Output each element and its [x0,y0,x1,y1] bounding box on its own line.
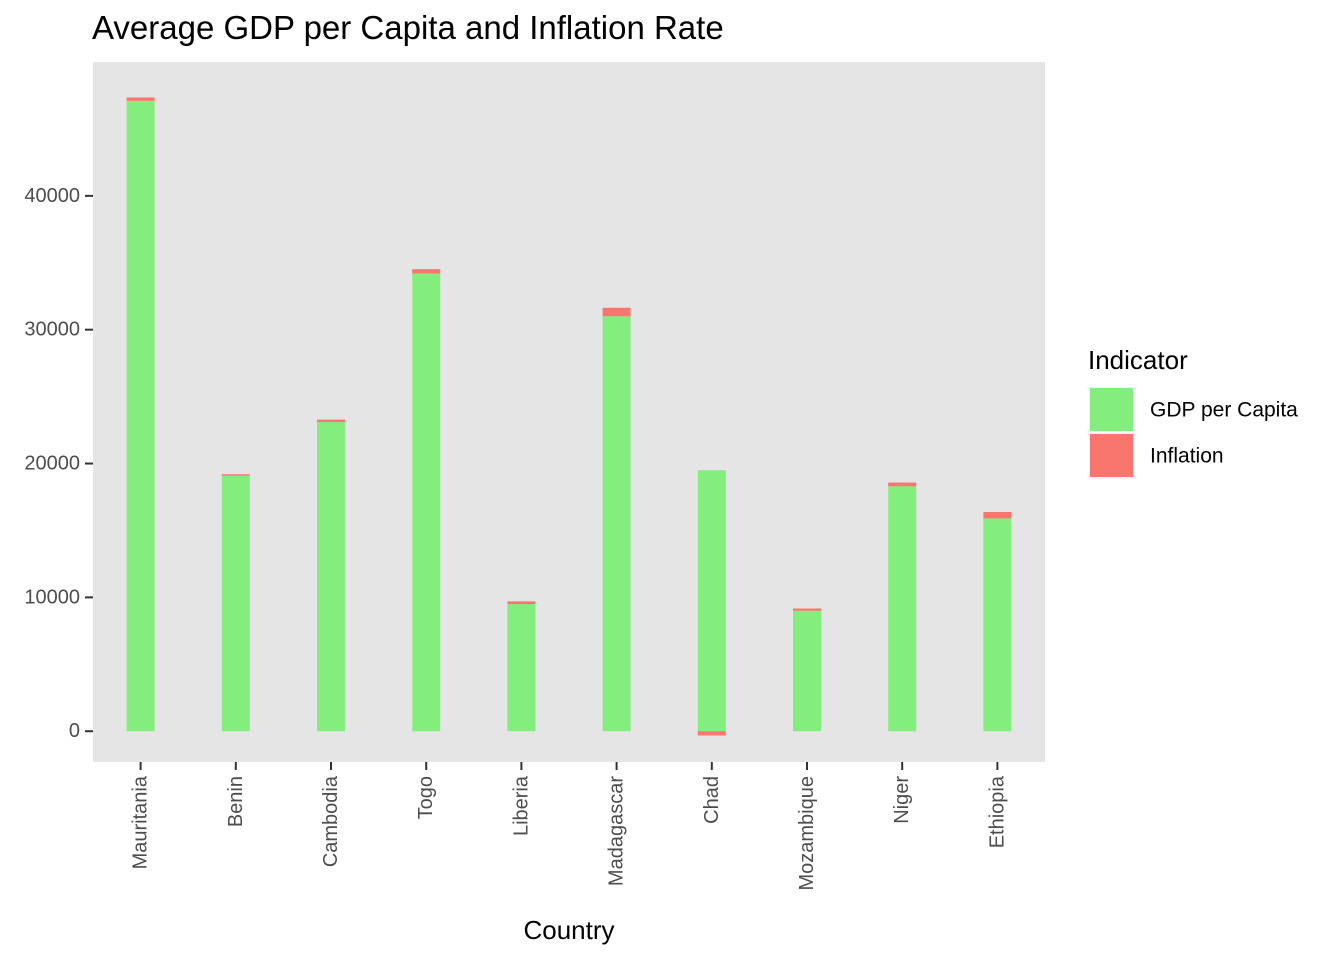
legend-swatch [1090,388,1133,431]
bar-chad-inflation [697,731,726,736]
y-tick-label: 10000 [24,586,80,608]
bar-madagascar-gdp-per-capita [602,316,631,732]
bar-mauritania-gdp-per-capita [126,100,155,732]
x-tick-label: Togo [415,776,437,819]
legend-swatch [1090,434,1133,477]
bar-niger-gdp-per-capita [888,486,917,732]
bar-liberia-gdp-per-capita [507,604,536,732]
bar-liberia-inflation [507,601,536,605]
x-tick-label: Madagascar [606,776,628,886]
legend-title: Indicator [1088,345,1188,375]
bar-togo-inflation [412,269,441,274]
bar-ethiopia-inflation [983,511,1012,519]
bar-chad-gdp-per-capita [697,470,726,732]
x-tick-label: Niger [891,776,913,824]
y-tick-label: 20000 [24,453,80,475]
bar-benin-inflation [221,474,250,476]
bar-ethiopia-gdp-per-capita [983,518,1012,732]
bar-cambodia-inflation [317,419,345,423]
x-tick-label: Ethiopia [986,775,1008,848]
bar-togo-gdp-per-capita [412,273,441,732]
x-tick-label: Cambodia [320,775,342,867]
bars-layer [126,97,1012,736]
y-tick-label: 40000 [24,185,80,207]
bar-mozambique-inflation [793,608,821,611]
x-tick-label: Liberia [510,775,532,836]
x-tick-label: Chad [701,776,723,824]
chart-title: Average GDP per Capita and Inflation Rat… [92,9,724,46]
x-tick-label: Mozambique [796,776,818,891]
x-axis: Mauritania Benin Cambodia Togo Liberia Madaga… [130,762,1008,891]
bar-benin-gdp-per-capita [221,475,250,732]
plot-panel [93,62,1045,762]
legend-items: GDP per Capita Inflation [1089,387,1298,478]
y-tick-label: 0 [69,720,80,742]
bar-mauritania-inflation [126,97,155,101]
bar-mozambique-gdp-per-capita [793,610,821,732]
legend-label: GDP per Capita [1150,399,1298,422]
legend: Indicator GDP per Capita Inflation [1088,345,1298,478]
bar-cambodia-gdp-per-capita [317,422,345,732]
bar-niger-inflation [888,482,917,487]
x-tick-label: Benin [225,776,247,827]
x-axis-title: Country [523,915,614,945]
x-tick-label: Mauritania [130,775,152,869]
y-axis: 0 10000 20000 30000 40000 [24,185,93,742]
bar-madagascar-inflation [602,307,631,317]
y-tick-label: 30000 [24,319,80,341]
legend-label: Inflation [1150,445,1224,468]
